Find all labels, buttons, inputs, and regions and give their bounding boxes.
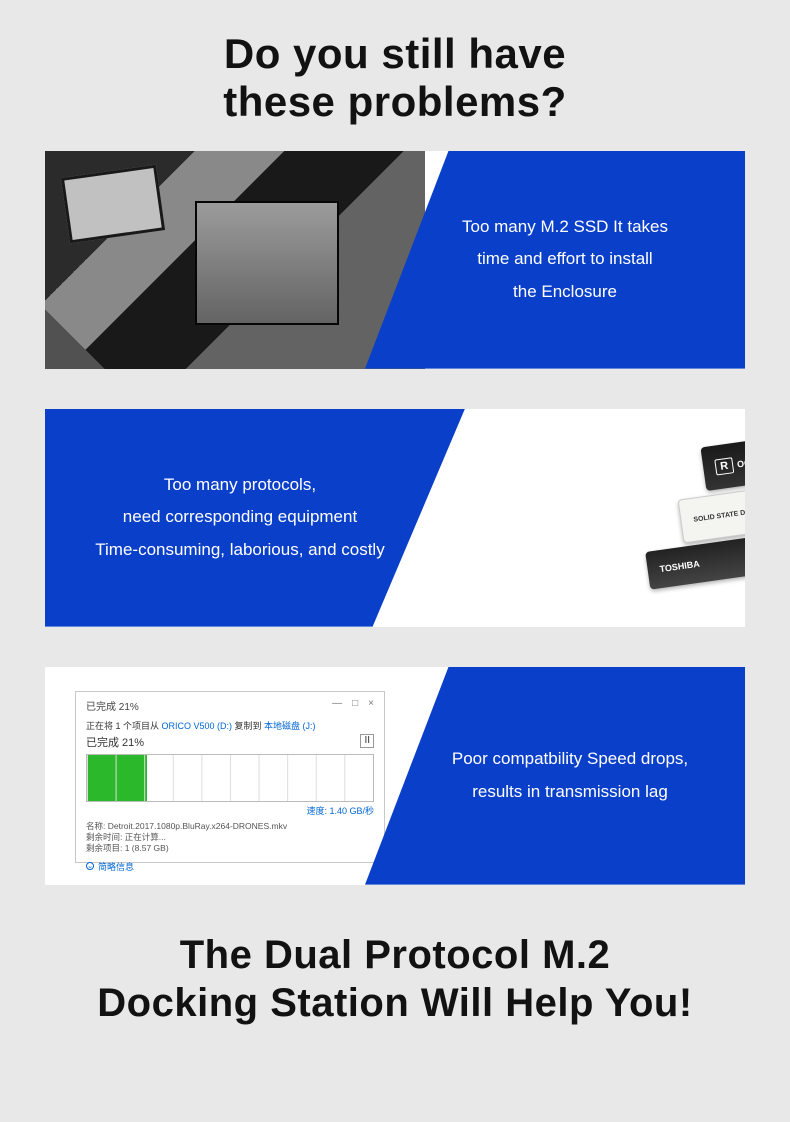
heading-bottom-line1: The Dual Protocol M.2 (0, 931, 790, 979)
filename-line: 名称: Detroit.2017.1080p.BluRay.x264-DRONE… (86, 821, 374, 832)
copy-source-line: 正在将 1 个项目从 ORICO V500 (D:) 复制到 本地磁盘 (J:) (86, 719, 374, 732)
problem-card-2: Too many protocols, need corresponding e… (45, 409, 745, 627)
ssd-drive-ocz: R OCZ (700, 414, 745, 491)
card1-line3: the Enclosure (462, 276, 668, 308)
heading-bottom: The Dual Protocol M.2 Docking Station Wi… (0, 925, 790, 1027)
file-metadata: 名称: Detroit.2017.1080p.BluRay.x264-DRONE… (86, 821, 374, 854)
dialog-titlebar: 已完成 21% — □ × (86, 698, 374, 717)
heading-top: Do you still have these problems? (0, 0, 790, 151)
card1-line1: Too many M.2 SSD It takes (462, 211, 668, 243)
items-remaining-line: 剩余项目: 1 (8.57 GB) (86, 843, 374, 854)
maximize-icon: □ (352, 698, 358, 713)
problem-card-2-text: Too many protocols, need corresponding e… (45, 409, 465, 627)
problem-card-3: 已完成 21% — □ × 正在将 1 个项目从 ORICO V500 (D:)… (45, 667, 745, 885)
details-toggle: ⌄ 简略信息 (86, 860, 374, 873)
heading-bottom-line2: Docking Station Will Help You! (0, 979, 790, 1027)
card1-line2: time and effort to install (462, 243, 668, 275)
file-copy-dialog: 已完成 21% — □ × 正在将 1 个项目从 ORICO V500 (D:)… (75, 691, 385, 863)
heading-top-line1: Do you still have (0, 30, 790, 78)
window-buttons: — □ × (332, 698, 374, 713)
card2-line2: need corresponding equipment (95, 501, 384, 533)
time-remaining-line: 剩余时间: 正在计算... (86, 832, 374, 843)
card2-line3: Time-consuming, laborious, and costly (95, 534, 384, 566)
problem-card-3-text: Poor compatbility Speed drops, results i… (365, 667, 745, 885)
pause-icon: II (360, 734, 374, 748)
close-icon: × (368, 698, 374, 713)
progress-grid (87, 755, 373, 801)
problem-card-1: Too many M.2 SSD It takes time and effor… (45, 151, 745, 369)
chevron-icon: ⌄ (86, 862, 94, 870)
progress-bar (86, 754, 374, 802)
card3-line1: Poor compatbility Speed drops, (452, 743, 688, 775)
minimize-icon: — (332, 698, 342, 713)
card3-line2: results in transmission lag (452, 776, 688, 808)
card2-line1: Too many protocols, (95, 469, 384, 501)
heading-top-line2: these problems? (0, 78, 790, 126)
speed-label: 速度: 1.40 GB/秒 (86, 804, 374, 817)
dialog-title: 已完成 21% (86, 698, 139, 713)
percent-complete: 已完成 21% II (86, 734, 374, 750)
cards-container: Too many M.2 SSD It takes time and effor… (0, 151, 790, 885)
hardware-photo (45, 151, 425, 369)
